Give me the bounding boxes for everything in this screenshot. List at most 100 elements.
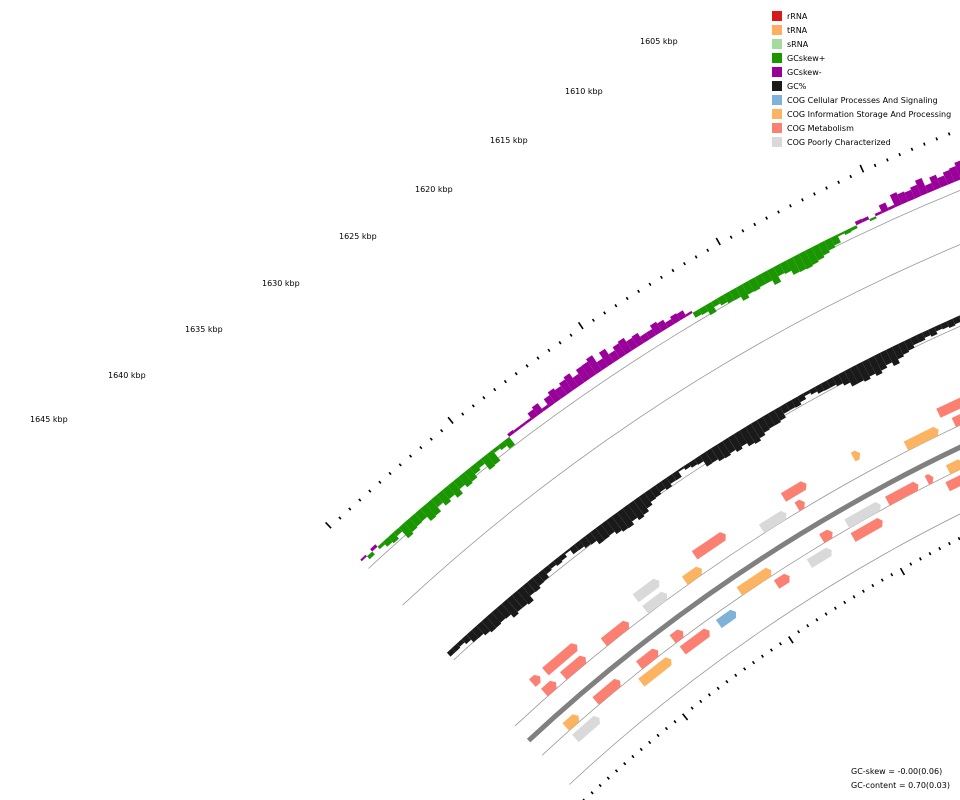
legend: rRNA tRNA sRNA GCskew+ GCskew- GC% COG Cellula… [772, 9, 951, 149]
inner-scale-tick [699, 699, 703, 704]
gc-skew-negative-bar [541, 404, 550, 412]
gc-skew-positive-bar [711, 298, 721, 308]
gc-content-bar [739, 427, 755, 447]
cog-feature-arrow [541, 680, 557, 697]
gc-skew-negative-bar [507, 429, 515, 437]
gc-content-bar [862, 358, 876, 377]
cog-feature-track [529, 397, 960, 743]
gc-content-bar [579, 536, 591, 549]
gc-content-bar [711, 444, 725, 462]
gc-skew-positive-bar [464, 467, 478, 482]
scale-ticks [325, 132, 960, 800]
gc-skew-negative-bar [608, 350, 620, 363]
gc-skew-stat: GC-skew = -0.00(0.06) [851, 767, 943, 776]
scale-tick [625, 296, 629, 301]
gc-skew-negative-bar [915, 178, 928, 196]
gc-content-bar [750, 420, 766, 439]
gc-content-bar [756, 416, 770, 433]
scale-tick [648, 282, 652, 287]
gc-content-bar [745, 423, 762, 444]
gc-skew-positive-bar [442, 485, 455, 499]
inner-scale-tick [725, 680, 729, 684]
legend-swatch [772, 67, 782, 77]
scale-tick [859, 164, 865, 173]
scale-tick [536, 356, 540, 360]
inner-scale-tick [778, 642, 782, 646]
gc-content-track [446, 315, 960, 657]
gc-content-bar [779, 403, 790, 414]
cog-feature-arrow [679, 628, 710, 655]
gc-content-bar [628, 500, 645, 521]
scale-tick [614, 303, 618, 308]
cog-feature-arrow [780, 481, 807, 502]
inner-scale-tick [880, 578, 884, 582]
cog-feature-arrow [924, 474, 934, 485]
cog-feature-arrow [636, 648, 659, 670]
gc-skew-negative-bar [547, 388, 561, 403]
inner-scale-tick [656, 733, 660, 738]
cog-feature-arrow [715, 609, 737, 629]
scale-label: 1615 kbp [490, 136, 528, 145]
inner-scale-tick [664, 726, 669, 731]
inner-scale-tick [681, 713, 689, 721]
scale-tick [503, 379, 507, 384]
gc-content-bar [517, 586, 534, 605]
gc-skew-positive-bar [698, 305, 709, 315]
inner-scale-tick [614, 769, 619, 773]
legend-item: GC% [772, 79, 951, 93]
gc-content-bar [553, 556, 563, 566]
gc-skew-positive-bar [830, 234, 841, 246]
backbone-line [526, 444, 960, 743]
scale-tick [591, 318, 595, 322]
gc-content-bar [940, 321, 949, 330]
gc-skew-positive-bar [760, 270, 773, 284]
cog-feature-arrow [945, 459, 960, 475]
inner-scale-tick [788, 636, 794, 644]
inner-scale-tick [890, 573, 894, 577]
gc-skew-negative-bar [360, 554, 367, 562]
scale-tick [886, 158, 889, 162]
gc-skew-negative-bar [563, 373, 579, 391]
inner-scale-tick [797, 630, 801, 634]
legend-label: rRNA [787, 11, 808, 21]
gc-skew-negative-bar [676, 310, 687, 321]
scale-tick [706, 248, 710, 252]
gc-content-bar [590, 528, 605, 545]
gc-content-bar [768, 410, 781, 426]
gc-skew-negative-bar [519, 422, 527, 429]
scale-tick [777, 210, 780, 214]
inner-scale-tick [590, 791, 594, 795]
scale-tick [398, 463, 402, 467]
gc-skew-negative-bar [937, 175, 948, 188]
gc-content-bar [611, 512, 629, 532]
gc-skew-negative-bar [897, 191, 909, 205]
scale-tick [910, 147, 914, 152]
gc-skew-negative-bar [889, 192, 902, 208]
scale-tick [471, 404, 475, 408]
gc-content-bar [569, 544, 579, 555]
gc-skew-positive-bar [377, 541, 386, 550]
scale-tick [368, 489, 372, 493]
gc-skew-positive-bar [486, 450, 501, 465]
gc-content-bar [638, 492, 653, 509]
gc-content-bar [850, 364, 864, 384]
gc-skew-negative-bar [513, 426, 521, 433]
inner-scale-tick [769, 648, 773, 652]
scale-tick [577, 321, 584, 330]
cog-feature-arrow [542, 643, 578, 676]
inner-scale-tick [815, 618, 819, 622]
gc-skew-negative-bar [581, 361, 597, 379]
inner-scale-tick [806, 624, 810, 628]
scale-tick [753, 222, 757, 227]
cog-feature-arrow [903, 426, 939, 451]
gc-content-bar [476, 621, 491, 636]
scale-tick [729, 235, 733, 239]
gc-skew-negative-bar [948, 166, 960, 182]
gc-content-bar [803, 390, 811, 397]
gc-skew-negative-bar [657, 319, 669, 332]
gc-skew-positive-bar [811, 244, 825, 261]
scale-tick [947, 132, 951, 136]
gc-content-bar [522, 582, 536, 596]
scale-tick [569, 333, 573, 337]
gc-skew-positive-bar [837, 231, 845, 237]
